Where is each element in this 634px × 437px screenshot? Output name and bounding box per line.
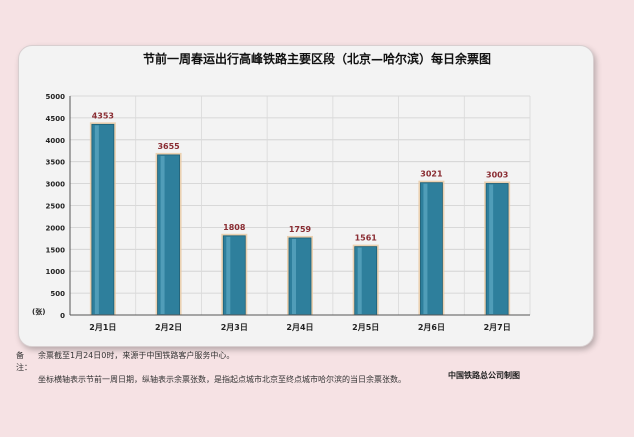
bar-value-label: 3655 — [157, 142, 180, 151]
chart-title: 节前一周春运出行高峰铁路主要区段（北京—哈尔滨）每日余票图 — [142, 52, 491, 66]
y-tick-label: 2500 — [46, 203, 66, 211]
x-tick-label: 2月3日 — [221, 323, 248, 332]
y-axis-unit: (张) — [32, 307, 45, 316]
bar-value-label: 3021 — [420, 170, 443, 179]
y-tick-label: 1000 — [46, 268, 66, 276]
note-line-2: 坐标横轴表示节前一周日期，纵轴表示余票张数，是指起点城市北京至终点城市哈尔滨的当… — [38, 375, 406, 384]
bar-highlight — [423, 183, 428, 314]
bar-value-label: 4353 — [92, 111, 114, 120]
y-tick-label: 0 — [60, 312, 65, 320]
y-tick-label: 1500 — [46, 246, 66, 254]
bar-highlight — [226, 236, 231, 314]
bar-value-label: 3003 — [486, 170, 508, 179]
y-tick-label: 500 — [50, 290, 65, 298]
x-tick-label: 2月7日 — [484, 323, 511, 332]
y-tick-label: 3500 — [46, 159, 66, 167]
note-line-1: 余票截至1月24日0时，来源于中国铁路客户服务中心。 — [38, 351, 235, 360]
bar-highlight — [160, 155, 165, 314]
x-tick-label: 2月5日 — [352, 323, 379, 332]
footer-note: 备注： 余票截至1月24日0时，来源于中国铁路客户服务中心。 坐标横轴表示节前一… — [16, 350, 616, 386]
bar-value-label: 1561 — [355, 234, 378, 243]
y-tick-label: 5000 — [46, 93, 66, 101]
y-tick-label: 2000 — [46, 224, 66, 232]
x-tick-label: 2月1日 — [89, 323, 116, 332]
bar-highlight — [292, 238, 296, 314]
bar-value-label: 1759 — [289, 225, 312, 234]
x-tick-label: 2月4日 — [286, 323, 313, 332]
bar-highlight — [489, 184, 494, 314]
note-label: 备注： — [16, 351, 32, 372]
x-tick-label: 2月6日 — [418, 323, 445, 332]
bar-highlight — [94, 125, 99, 315]
y-tick-label: 3000 — [46, 181, 66, 189]
bar-highlight — [357, 247, 362, 314]
y-tick-label: 4500 — [46, 115, 66, 123]
y-tick-label: 4000 — [46, 137, 66, 145]
source-credit: 中国铁路总公司制图 — [448, 371, 520, 380]
bar-value-label: 1808 — [223, 223, 246, 232]
x-tick-label: 2月2日 — [155, 323, 182, 332]
